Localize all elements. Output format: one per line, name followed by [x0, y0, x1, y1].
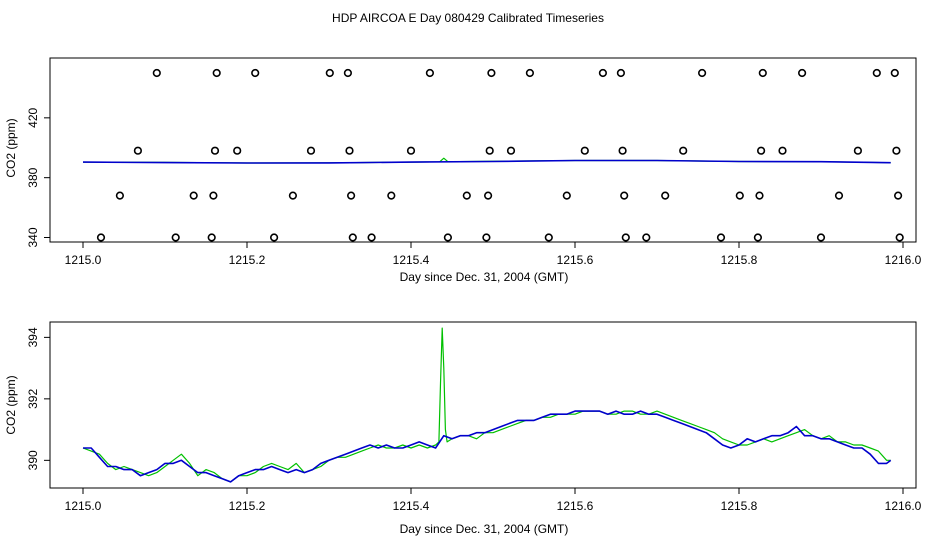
data-point [892, 146, 901, 155]
bottom-ylabel: CO2 (ppm) [4, 375, 18, 434]
top-panel: 1215.0 1215.2 1215.4 1215.6 1215.8 1216.0 340 3… [4, 57, 922, 284]
data-point [443, 233, 453, 242]
data-point [562, 191, 571, 200]
top-axes: 1215.0 1215.2 1215.4 1215.6 1215.8 1216.0 340 3… [26, 108, 922, 267]
data-point [270, 233, 279, 242]
y-tick-label: 380 [26, 167, 40, 187]
data-point [506, 146, 516, 155]
top-markers [96, 68, 904, 242]
data-point [425, 68, 435, 78]
data-point [679, 146, 688, 155]
data-point [325, 68, 334, 78]
data-point [816, 233, 826, 242]
data-point [778, 146, 787, 155]
x-tick-label: 1215.2 [229, 499, 266, 513]
y-tick-label: 390 [26, 450, 40, 470]
data-point [618, 146, 627, 155]
x-tick-label: 1215.0 [65, 499, 102, 513]
y-tick-label: 392 [26, 389, 40, 409]
top-ylabel: CO2 (ppm) [4, 118, 18, 177]
data-point [133, 146, 142, 155]
data-point [209, 191, 218, 200]
data-point [580, 146, 589, 155]
data-point [616, 68, 626, 78]
data-point [758, 68, 767, 78]
data-point [482, 233, 491, 242]
y-tick-label: 340 [26, 227, 40, 247]
data-point [152, 68, 161, 78]
data-point [387, 191, 396, 200]
data-point [171, 233, 180, 242]
blue-series-line [83, 410, 892, 483]
data-point [306, 146, 316, 155]
data-point [484, 191, 493, 200]
data-point [872, 68, 881, 78]
data-point [893, 191, 903, 200]
data-point [797, 68, 807, 78]
bottom-series [82, 327, 892, 483]
data-point [756, 146, 766, 155]
x-tick-label: 1215.2 [229, 253, 266, 267]
data-point [620, 191, 629, 200]
bottom-plot-frame [49, 321, 917, 489]
x-tick-label: 1215.4 [393, 499, 430, 513]
data-point [343, 68, 353, 78]
data-point [233, 146, 242, 155]
bottom-axes: 1215.0 1215.2 1215.4 1215.6 1215.8 1216.0 390 3… [26, 327, 922, 513]
data-point [189, 191, 198, 200]
top-series [82, 157, 891, 164]
x-tick-label: 1216.0 [885, 499, 922, 513]
x-tick-label: 1215.4 [393, 253, 430, 267]
data-point [251, 68, 260, 78]
data-point [207, 233, 216, 242]
top-plot-frame [49, 57, 917, 243]
data-point [367, 233, 376, 242]
data-point [406, 146, 416, 155]
data-point [462, 191, 471, 200]
bottom-xlabel: Day since Dec. 31, 2004 (GMT) [400, 522, 569, 536]
data-point [853, 146, 863, 155]
bottom-panel: 1215.0 1215.2 1215.4 1215.6 1215.8 1216.0 390 3… [4, 321, 922, 536]
data-point [288, 191, 298, 200]
data-point [834, 191, 844, 200]
y-tick-label: 420 [26, 108, 40, 128]
data-point [96, 233, 106, 242]
data-point [753, 233, 763, 242]
x-tick-label: 1215.8 [721, 499, 758, 513]
data-point [485, 146, 494, 155]
x-tick-label: 1215.6 [557, 499, 594, 513]
data-point [544, 233, 553, 242]
data-point [347, 191, 356, 200]
data-point [735, 191, 744, 200]
data-point [895, 233, 904, 242]
data-point [716, 233, 726, 242]
data-point [890, 68, 899, 78]
x-tick-label: 1216.0 [885, 253, 922, 267]
data-point [487, 68, 496, 78]
x-tick-label: 1215.6 [557, 253, 594, 267]
top-xlabel: Day since Dec. 31, 2004 (GMT) [400, 270, 569, 284]
data-point [598, 68, 608, 78]
data-point [115, 191, 124, 200]
data-point [212, 68, 221, 78]
x-tick-label: 1215.8 [721, 253, 758, 267]
data-point [642, 233, 651, 242]
blue-series-line [82, 159, 891, 164]
y-tick-label: 394 [26, 327, 40, 347]
data-point [661, 191, 670, 200]
x-tick-label: 1215.0 [65, 253, 102, 267]
data-point [621, 233, 630, 242]
data-point [525, 68, 535, 78]
data-point [345, 146, 354, 155]
data-point [210, 146, 220, 155]
data-point [697, 68, 707, 78]
data-point [348, 233, 357, 242]
figure-title: HDP AIRCOA E Day 080429 Calibrated Times… [332, 11, 604, 25]
green-series-line [82, 327, 891, 483]
data-point [755, 191, 764, 200]
